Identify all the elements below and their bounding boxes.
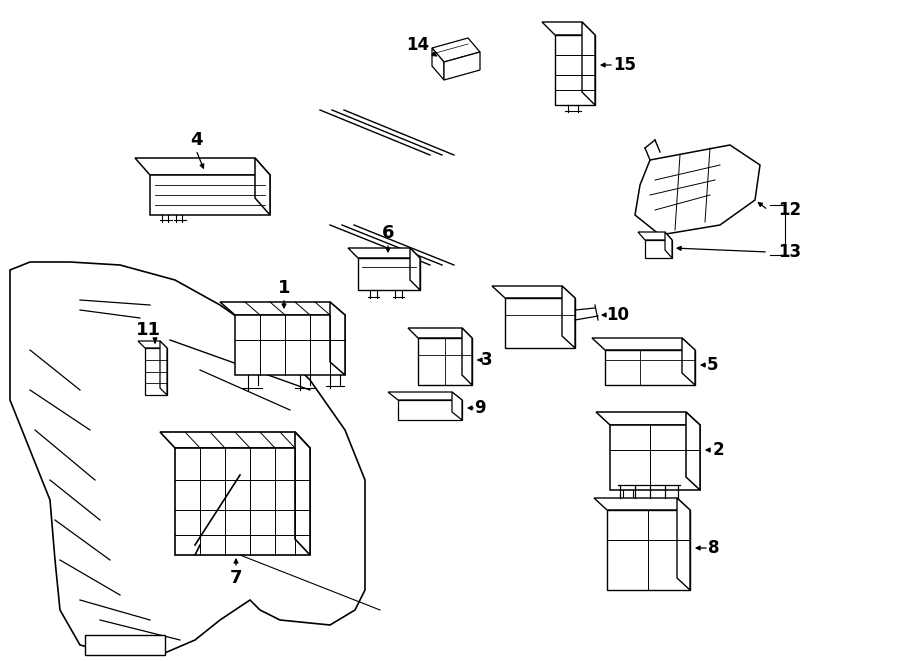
Text: 9: 9 [474,399,486,417]
Polygon shape [635,145,760,235]
Polygon shape [408,328,472,338]
Text: 14: 14 [407,36,429,54]
Polygon shape [418,338,472,385]
Text: 11: 11 [136,321,160,339]
Text: 3: 3 [482,351,493,369]
Polygon shape [686,412,700,490]
Polygon shape [665,232,672,258]
Text: 8: 8 [708,539,720,557]
Polygon shape [682,338,695,385]
Polygon shape [135,158,270,175]
Polygon shape [607,510,690,590]
Text: 10: 10 [607,306,629,324]
Polygon shape [10,262,365,655]
Polygon shape [410,248,420,290]
Polygon shape [220,302,345,315]
Polygon shape [638,232,672,240]
Polygon shape [330,302,345,375]
Text: 2: 2 [712,441,724,459]
Text: 12: 12 [778,201,802,219]
Polygon shape [432,38,480,62]
Polygon shape [235,315,345,375]
Polygon shape [145,348,167,395]
Polygon shape [610,425,700,490]
Polygon shape [358,258,420,290]
Polygon shape [85,635,165,655]
Polygon shape [596,412,700,425]
Polygon shape [452,392,462,420]
Polygon shape [462,328,472,385]
Polygon shape [175,448,310,555]
Polygon shape [160,432,310,448]
Polygon shape [592,338,695,350]
Polygon shape [138,341,167,348]
Polygon shape [160,341,167,395]
Polygon shape [677,498,690,590]
Polygon shape [582,22,595,105]
Polygon shape [348,248,420,258]
Polygon shape [562,286,575,348]
Text: 4: 4 [190,131,203,149]
Polygon shape [255,158,270,215]
Polygon shape [505,298,575,348]
Polygon shape [398,400,462,420]
Text: 6: 6 [382,224,394,242]
Polygon shape [150,175,270,215]
Polygon shape [388,392,462,400]
Polygon shape [492,286,575,298]
Polygon shape [645,240,672,258]
Polygon shape [295,432,310,555]
Polygon shape [594,498,690,510]
Text: 1: 1 [278,279,290,297]
Text: 13: 13 [778,243,802,261]
Text: 7: 7 [230,569,242,587]
Polygon shape [432,48,444,80]
Polygon shape [444,52,480,80]
Text: 5: 5 [707,356,719,374]
Polygon shape [605,350,695,385]
Polygon shape [542,22,595,35]
Polygon shape [555,35,595,105]
Text: 15: 15 [614,56,636,74]
